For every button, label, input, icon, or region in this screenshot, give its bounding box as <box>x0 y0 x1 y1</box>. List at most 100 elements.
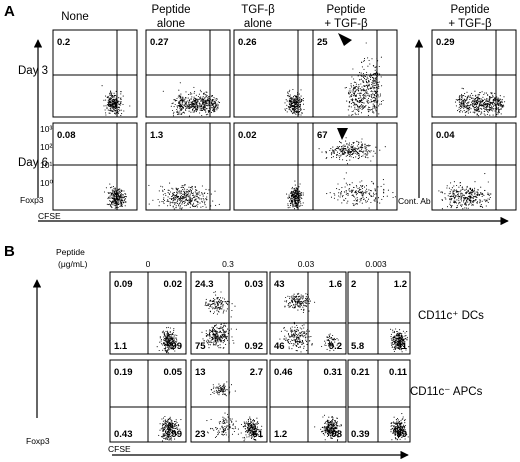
event-dot <box>397 338 399 340</box>
event-dot <box>216 107 218 109</box>
event-dot <box>365 42 367 44</box>
event-dot <box>461 194 463 196</box>
event-dot <box>299 198 301 201</box>
event-dot <box>362 98 365 100</box>
event-dot <box>299 205 301 208</box>
event-dot <box>483 194 485 196</box>
event-dot <box>292 98 294 100</box>
event-dot <box>170 334 172 336</box>
event-dot <box>474 187 476 189</box>
event-dot <box>284 329 286 331</box>
event-dot <box>477 193 479 195</box>
event-dot <box>289 204 292 207</box>
event-dot <box>179 82 181 84</box>
event-dot <box>206 95 208 97</box>
event-dot <box>205 114 207 116</box>
event-dot <box>351 86 353 88</box>
event-dot <box>119 190 121 192</box>
event-dot <box>355 104 357 106</box>
event-dot <box>160 340 162 342</box>
event-dot <box>299 301 301 303</box>
event-dot <box>291 204 293 206</box>
event-dot <box>122 194 124 196</box>
event-dot <box>202 201 204 203</box>
event-dot <box>181 103 183 105</box>
event-dot <box>205 96 207 98</box>
event-dot <box>330 154 333 156</box>
event-dot <box>473 190 475 192</box>
event-dot <box>363 59 365 62</box>
event-dot <box>334 148 337 151</box>
event-dot <box>300 95 302 97</box>
event-dot <box>212 200 214 202</box>
event-dot <box>354 152 356 154</box>
event-dot <box>175 427 177 430</box>
event-dot <box>178 205 180 207</box>
event-dot <box>194 106 196 108</box>
event-dot <box>119 110 121 112</box>
event-dot <box>300 304 302 306</box>
event-dot <box>336 154 338 156</box>
column-header-peptide-tgfb-l2: + TGF-β <box>324 18 368 30</box>
event-dot <box>324 340 326 342</box>
event-dot <box>484 114 486 116</box>
event-dot <box>330 148 332 150</box>
event-dot <box>125 201 127 204</box>
event-dot <box>365 185 368 187</box>
event-dot <box>117 202 119 204</box>
event-dot <box>362 107 364 109</box>
event-dot <box>380 56 382 58</box>
event-dot <box>501 102 503 104</box>
event-dot <box>119 188 121 190</box>
event-dot <box>213 109 215 111</box>
event-dot <box>352 195 355 197</box>
event-dot <box>195 192 197 194</box>
event-dot <box>106 97 108 99</box>
event-dot <box>223 325 225 327</box>
event-dot <box>381 85 383 87</box>
event-dot <box>501 106 503 108</box>
event-dot <box>176 195 178 198</box>
event-dot <box>341 196 344 198</box>
event-dot <box>496 103 499 105</box>
event-dot <box>176 188 178 190</box>
event-dot <box>169 438 171 440</box>
event-dot <box>479 202 481 204</box>
event-dot <box>109 97 111 99</box>
event-dot <box>356 193 358 195</box>
event-dot <box>368 189 370 191</box>
event-dot <box>361 148 363 150</box>
event-dot <box>297 293 299 296</box>
event-dot <box>367 114 369 116</box>
event-dot <box>473 195 475 197</box>
event-dot <box>300 304 302 306</box>
panel-b-letter: B <box>4 243 15 260</box>
event-dot <box>208 189 210 191</box>
event-dot <box>190 192 192 194</box>
event-dot <box>352 147 354 149</box>
event-dot <box>183 101 185 103</box>
event-dot <box>162 436 164 438</box>
event-dot <box>457 99 459 101</box>
event-dot <box>399 340 401 342</box>
event-dot <box>349 152 351 154</box>
event-dot <box>208 96 210 98</box>
event-dot <box>482 206 484 208</box>
event-dot <box>224 301 226 303</box>
event-dot <box>493 104 495 106</box>
event-dot <box>352 114 354 116</box>
event-dot <box>365 104 367 107</box>
event-dot <box>213 330 215 332</box>
event-dot <box>298 99 300 102</box>
event-dot <box>465 104 467 106</box>
event-dot <box>361 106 363 108</box>
event-dot <box>375 83 377 85</box>
event-dot <box>163 428 165 430</box>
event-dot <box>302 97 304 100</box>
event-dot <box>222 334 224 336</box>
event-dot <box>353 81 355 83</box>
event-dot <box>201 193 203 195</box>
event-dot <box>224 336 226 338</box>
event-dot <box>222 328 224 330</box>
event-dot <box>499 99 501 101</box>
